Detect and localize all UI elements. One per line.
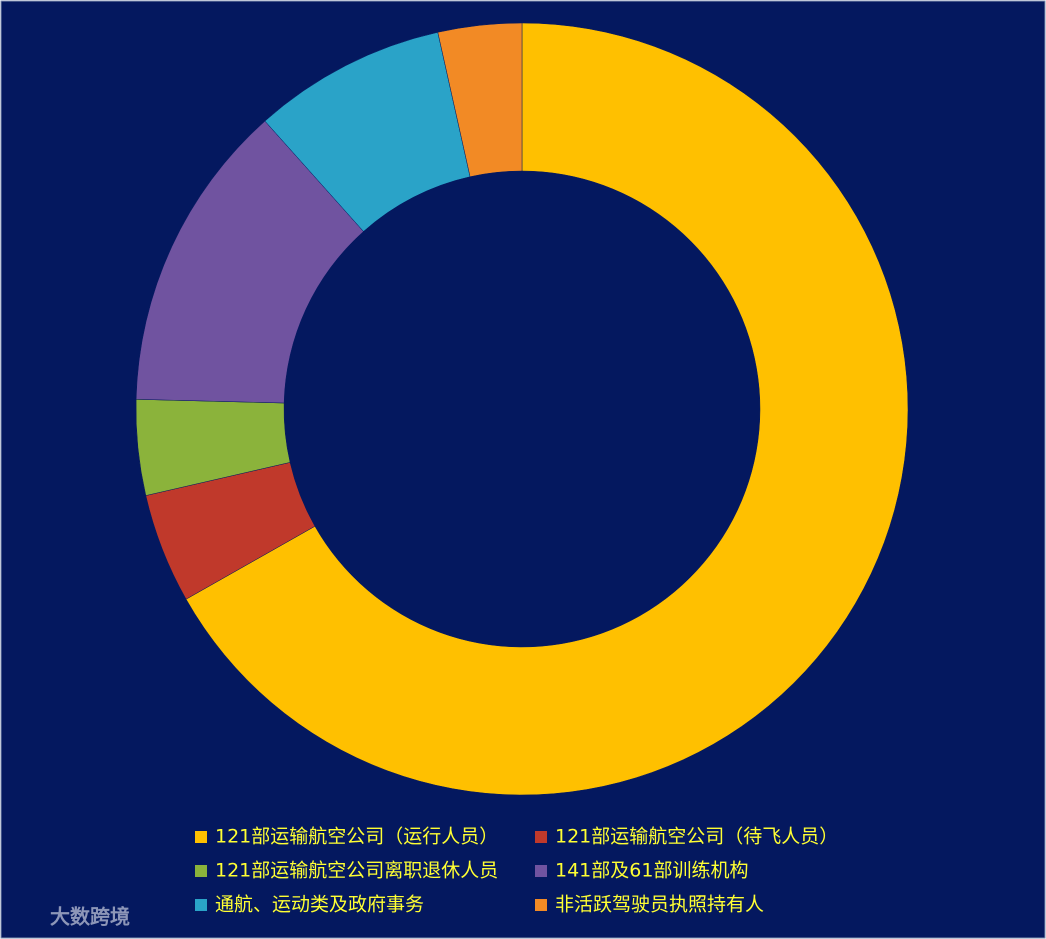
legend-swatch [535,831,547,843]
legend-label: 141部及61部训练机构 [555,860,748,882]
legend-swatch [535,899,547,911]
donut-segment [135,120,364,404]
legend: 121部运输航空公司（运行人员） 121部运输航空公司（待飞人员） 121部运输航空… [195,826,838,916]
legend-swatch [535,865,547,877]
legend-label: 121部运输航空公司（待飞人员） [555,826,838,848]
legend-label: 121部运输航空公司（运行人员） [215,826,498,848]
legend-swatch [195,865,207,877]
donut-segment [437,22,523,178]
legend-label: 121部运输航空公司离职退休人员 [215,860,498,882]
legend-swatch [195,831,207,843]
legend-label: 通航、运动类及政府事务 [215,894,424,916]
donut [135,22,909,796]
watermark: 大数跨境 [50,905,130,929]
legend-swatch [195,899,207,911]
legend-label: 非活跃驾驶员执照持有人 [555,894,764,916]
donut-segment [185,22,909,796]
